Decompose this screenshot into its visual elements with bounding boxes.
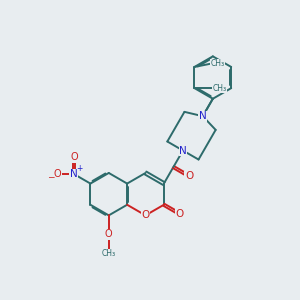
Text: N: N: [199, 111, 207, 121]
Text: O: O: [141, 210, 150, 220]
Text: O: O: [185, 171, 193, 181]
Text: CH₃: CH₃: [210, 59, 224, 68]
Text: CH₃: CH₃: [102, 249, 116, 258]
Text: −: −: [47, 172, 55, 182]
Text: N: N: [179, 146, 187, 155]
Text: N: N: [70, 169, 78, 179]
Text: O: O: [175, 209, 184, 219]
Text: CH₃: CH₃: [212, 84, 226, 93]
Text: O: O: [70, 152, 78, 163]
Text: O: O: [53, 169, 61, 179]
Text: +: +: [76, 164, 83, 172]
Text: O: O: [105, 230, 112, 239]
